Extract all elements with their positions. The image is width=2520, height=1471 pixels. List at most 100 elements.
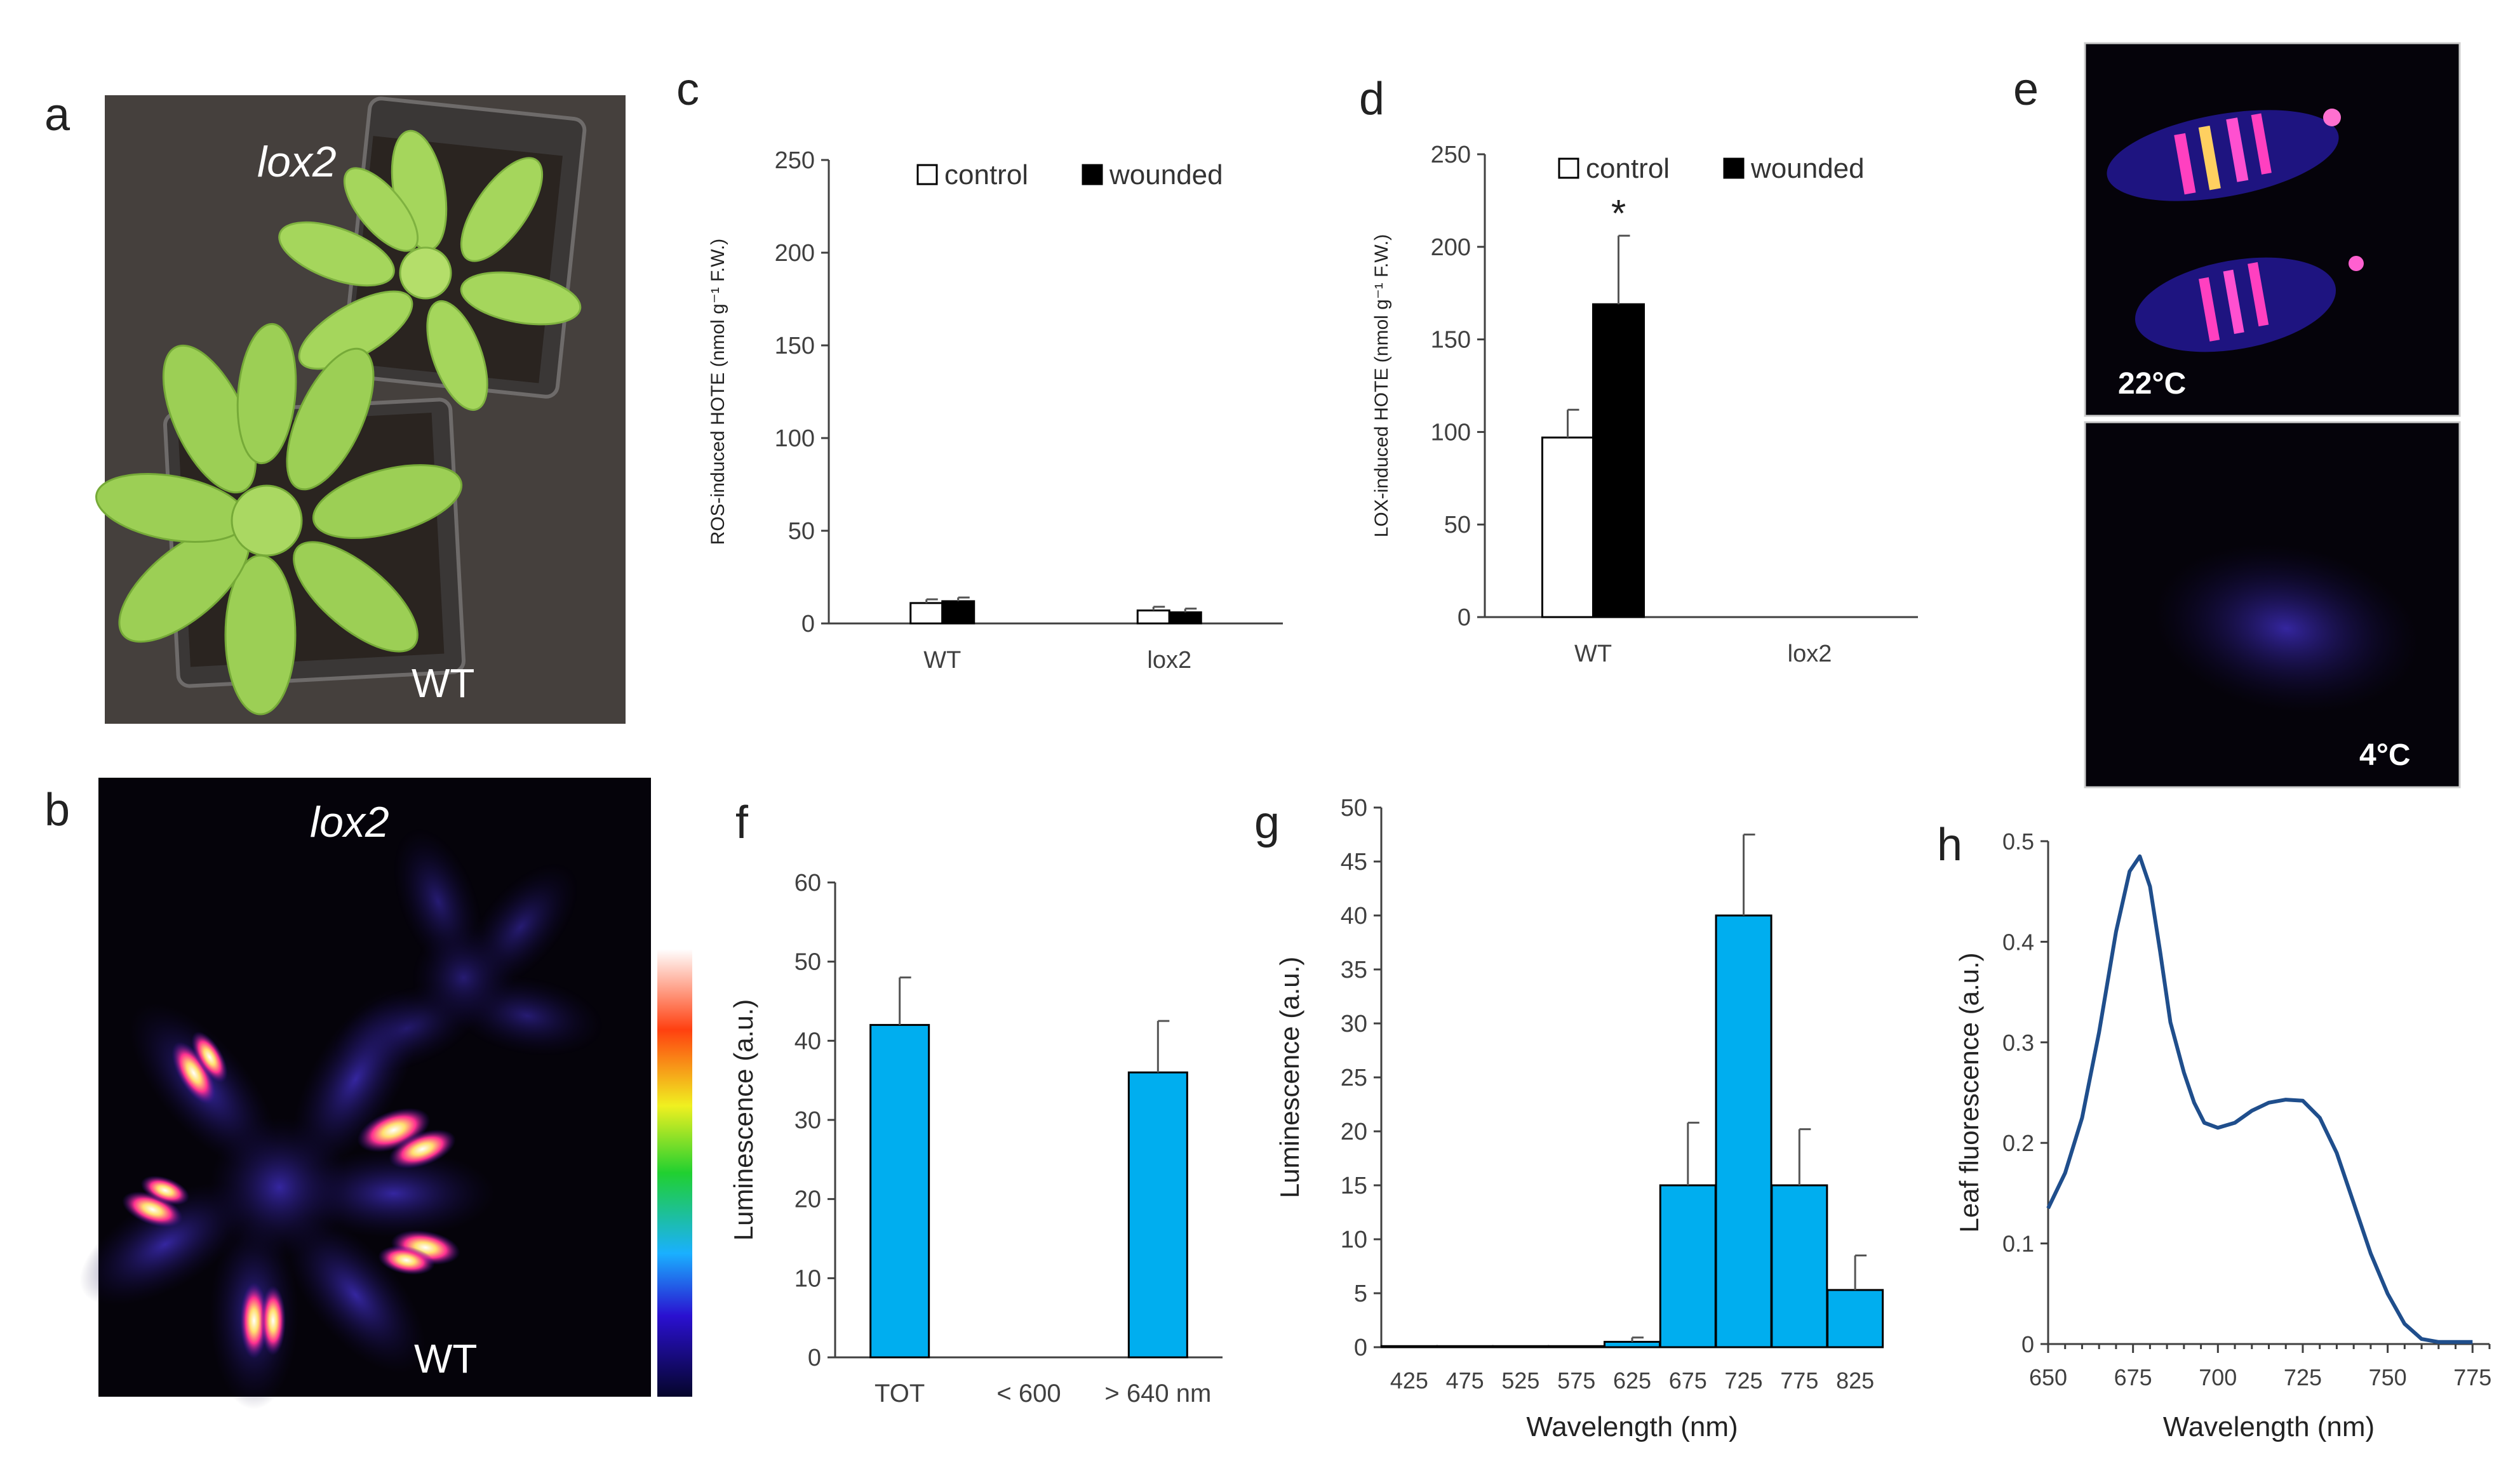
x-tick-label: 675 [1669,1368,1707,1394]
y-tick-label: 0.2 [2002,1130,2034,1156]
legend-label-wounded: wounded [1750,153,1865,184]
lox2-rosette [278,130,582,411]
legend-label-control: control [1586,153,1670,184]
x-tick-label: lox2 [1147,647,1191,674]
panel-a-photo: lox2 WT [95,95,626,724]
x-tick-label: lox2 [1788,641,1832,667]
fluorescence-series-line [2046,854,2473,1344]
y-tick-label: 0 [801,611,815,637]
bar [869,1023,930,1359]
y-tick-label: 250 [775,147,815,174]
photo-label-wt: WT [412,660,475,706]
x-tick-label: 750 [2369,1364,2407,1390]
chart-c: 0 50 100 150 200 250 ROS-induced HOTE (nmol g⁻… [707,147,1283,674]
panel-letter-c: c [676,64,699,115]
y-tick-label: 0 [1354,1335,1367,1361]
temperature-label-4c: 4°C [2359,738,2411,772]
imaging-22c-frame [2084,42,2461,417]
y-tick-label: 0.3 [2002,1030,2034,1056]
significance-annotation: * [1611,192,1626,234]
y-tick-label: 50 [788,518,815,545]
y-tick-label: 5 [1354,1281,1367,1307]
color-scale-bar [657,949,692,1397]
x-tick-label: > 640 nm [1104,1380,1211,1408]
panel-letter-a: a [44,90,70,140]
x-tick-label: WT [1574,641,1612,667]
panel-letter-e: e [2013,64,2039,115]
x-axis-label: Wavelength (nm) [1526,1411,1738,1442]
y-tick-label: 25 [1341,1065,1367,1091]
x-tick-label: 775 [2453,1364,2491,1390]
y-tick-label: 100 [1431,419,1471,446]
x-tick-label: WT [923,647,961,674]
y-tick-label: 40 [794,1028,821,1055]
x-tick-label: 475 [1446,1368,1484,1394]
y-tick-label: 50 [794,949,821,976]
bar [1541,436,1594,618]
y-tick-label: 30 [794,1107,821,1134]
bar [1715,914,1773,1348]
y-tick-label: 60 [794,870,821,896]
x-tick-label: 650 [2029,1364,2067,1390]
x-tick-label: 775 [1780,1368,1818,1394]
y-tick-label: 0 [2021,1331,2034,1357]
legend-label-control: control [944,159,1028,190]
x-tick-label: 700 [2199,1364,2237,1390]
y-tick-label: 0.5 [2002,829,2034,855]
legend-swatch-control [916,164,938,185]
y-tick-label: 30 [1341,1011,1367,1037]
wt-rosette [95,323,463,716]
bar [941,600,975,625]
x-tick-label: 725 [1725,1368,1763,1394]
panel-letter-d: d [1359,74,1384,124]
bar [909,602,944,625]
imaging-label-lox2: lox2 [310,798,389,846]
panel-letter-b: b [44,785,70,835]
y-axis-label: Luminescence (a.u.) [728,999,758,1241]
x-tick-label: 575 [1557,1368,1595,1394]
legend-swatch-wounded [1723,157,1745,179]
panel-b-imaging: lox2 WT [79,778,692,1409]
chart-g: 0 5 10 15 20 25 30 35 40 45 50 Luminescence (a.u.) W… [1275,795,1884,1442]
temperature-label-22c: 22°C [2118,367,2186,401]
y-tick-label: 0.4 [2002,929,2034,955]
y-tick-label: 100 [775,425,815,452]
chart-f: 0 10 20 30 40 50 60 Luminescence (a.u.) TOT < 600… [728,870,1223,1408]
x-tick-label: 725 [2284,1364,2322,1390]
x-tick-label: 425 [1390,1368,1428,1394]
panel-e-imaging: 22°C 4°C [2084,42,2461,789]
panel-letters: a b c d e f g h [44,64,2039,870]
y-tick-label: 20 [794,1187,821,1213]
y-axis-label: Luminescence (a.u.) [1275,957,1304,1199]
bar [1659,1184,1717,1348]
leaf-4c [2154,543,2419,714]
y-tick-label: 50 [1341,795,1367,822]
y-tick-label: 150 [775,333,815,359]
y-tick-label: 150 [1431,327,1471,354]
panel-letter-g: g [1254,797,1280,848]
bar [1592,303,1645,618]
panel-letter-f: f [735,797,749,848]
legend-swatch-control [1558,157,1579,179]
x-tick-label: 675 [2114,1364,2152,1390]
y-tick-label: 200 [775,240,815,267]
wound-glows [122,1031,460,1359]
y-axis-label: ROS-induced HOTE (nmol g⁻¹ F.W.) [707,239,728,545]
y-tick-label: 0 [1458,604,1471,631]
y-tick-label: 15 [1341,1173,1367,1199]
y-axis-label: Leaf fluorescence (a.u.) [1954,952,1984,1232]
y-tick-label: 200 [1431,234,1471,261]
bar [1168,611,1202,625]
photo-label-lox2: lox2 [257,138,337,186]
chart-h: 0 0.1 0.2 0.3 0.4 0.5 650 675 700 725 750 775 Leaf f… [1954,829,2491,1442]
y-tick-label: 10 [1341,1227,1367,1253]
x-tick-label: < 600 [996,1380,1061,1408]
imaging-label-wt: WT [414,1336,478,1381]
bar [1492,1345,1550,1348]
bar [1826,1289,1884,1348]
leaf-22c-bottom [2135,256,2364,352]
bar [1604,1341,1661,1348]
panel-letter-h: h [1937,820,1962,870]
x-tick-label: 825 [1836,1368,1874,1394]
